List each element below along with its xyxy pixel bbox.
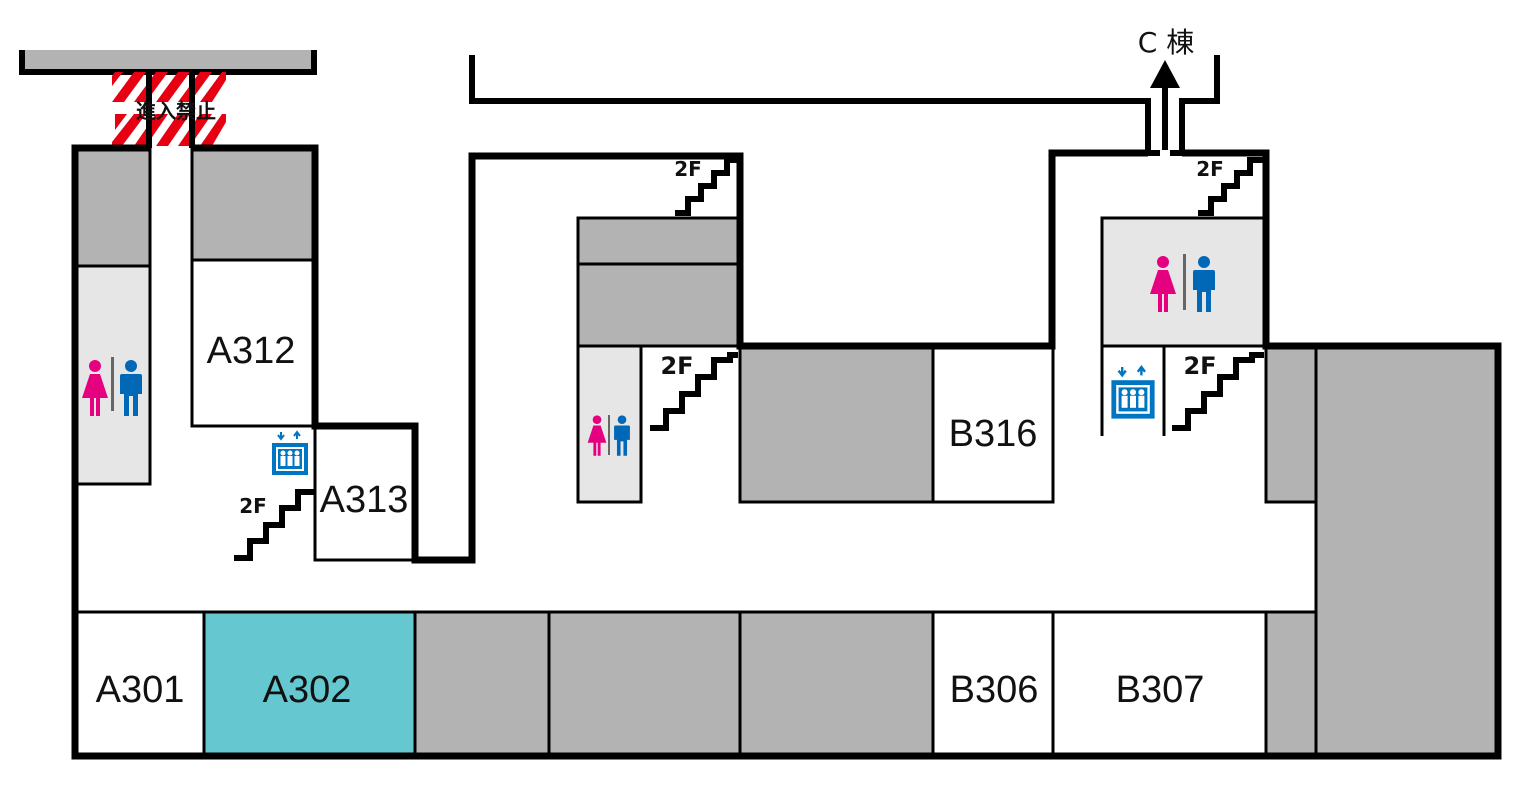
restroom-east-icon (1150, 254, 1215, 312)
c-building-label: C 棟 (1138, 26, 1194, 59)
stairs-east-upper[interactable] (1198, 157, 1265, 216)
divider (608, 415, 610, 455)
stairs-west[interactable] (234, 489, 314, 561)
stairs-middle-upper-label: 2F (674, 157, 702, 181)
room-a313-label: A313 (320, 479, 409, 521)
outer-walls (71, 144, 1502, 760)
divider (1183, 254, 1186, 310)
restroom-west-icon (82, 357, 142, 416)
unavailable-room (576, 262, 740, 348)
wall (469, 55, 1160, 156)
room-a302-highlighted[interactable] (202, 610, 417, 756)
unavailable-room (1264, 610, 1318, 756)
blocked-corridor-top (19, 50, 317, 75)
unavailable-room (1314, 344, 1500, 756)
unavailable-room (1264, 344, 1318, 504)
stairs-east-label: 2F (1183, 352, 1216, 380)
unavailable-room (547, 610, 742, 756)
room-a313[interactable] (313, 424, 415, 562)
room-a301-label: A301 (96, 669, 185, 711)
elevator-icon (1110, 365, 1156, 420)
stairs-east-upper-label: 2F (1196, 157, 1224, 181)
unavailable-room (73, 146, 152, 268)
elevator-icon (271, 431, 309, 476)
divider (111, 357, 114, 411)
no-entry-label: 進入禁止 (136, 99, 216, 123)
stairs-east[interactable] (1172, 352, 1264, 431)
unavailable-room (738, 610, 935, 756)
room-b307[interactable] (1051, 610, 1268, 756)
room-a302-label: A302 (263, 669, 352, 711)
unavailable-room (190, 146, 317, 262)
room-b306[interactable] (931, 610, 1055, 756)
unavailable-room (576, 216, 740, 266)
room-b307-label: B307 (1116, 669, 1205, 711)
room-b306-label: B306 (950, 669, 1039, 711)
unavailable-room (413, 610, 551, 756)
unavailable-room (738, 344, 935, 504)
elevator-west[interactable] (271, 431, 309, 476)
wall (1170, 55, 1220, 156)
room-b316-label: B316 (949, 413, 1038, 455)
arrow-head-icon (1150, 60, 1180, 88)
elevator-east[interactable] (1110, 365, 1156, 420)
stairs-middle-label: 2F (660, 352, 693, 380)
restroom-middle-icon (587, 415, 630, 456)
stairs-middle[interactable] (650, 352, 738, 431)
no-entry-barrier (112, 72, 226, 148)
stairs-west-label: 2F (239, 494, 267, 518)
room-a312-label: A312 (207, 330, 296, 372)
room-a312[interactable] (190, 258, 317, 428)
stairs-middle-upper[interactable] (675, 157, 738, 216)
room-b316[interactable] (931, 344, 1055, 504)
